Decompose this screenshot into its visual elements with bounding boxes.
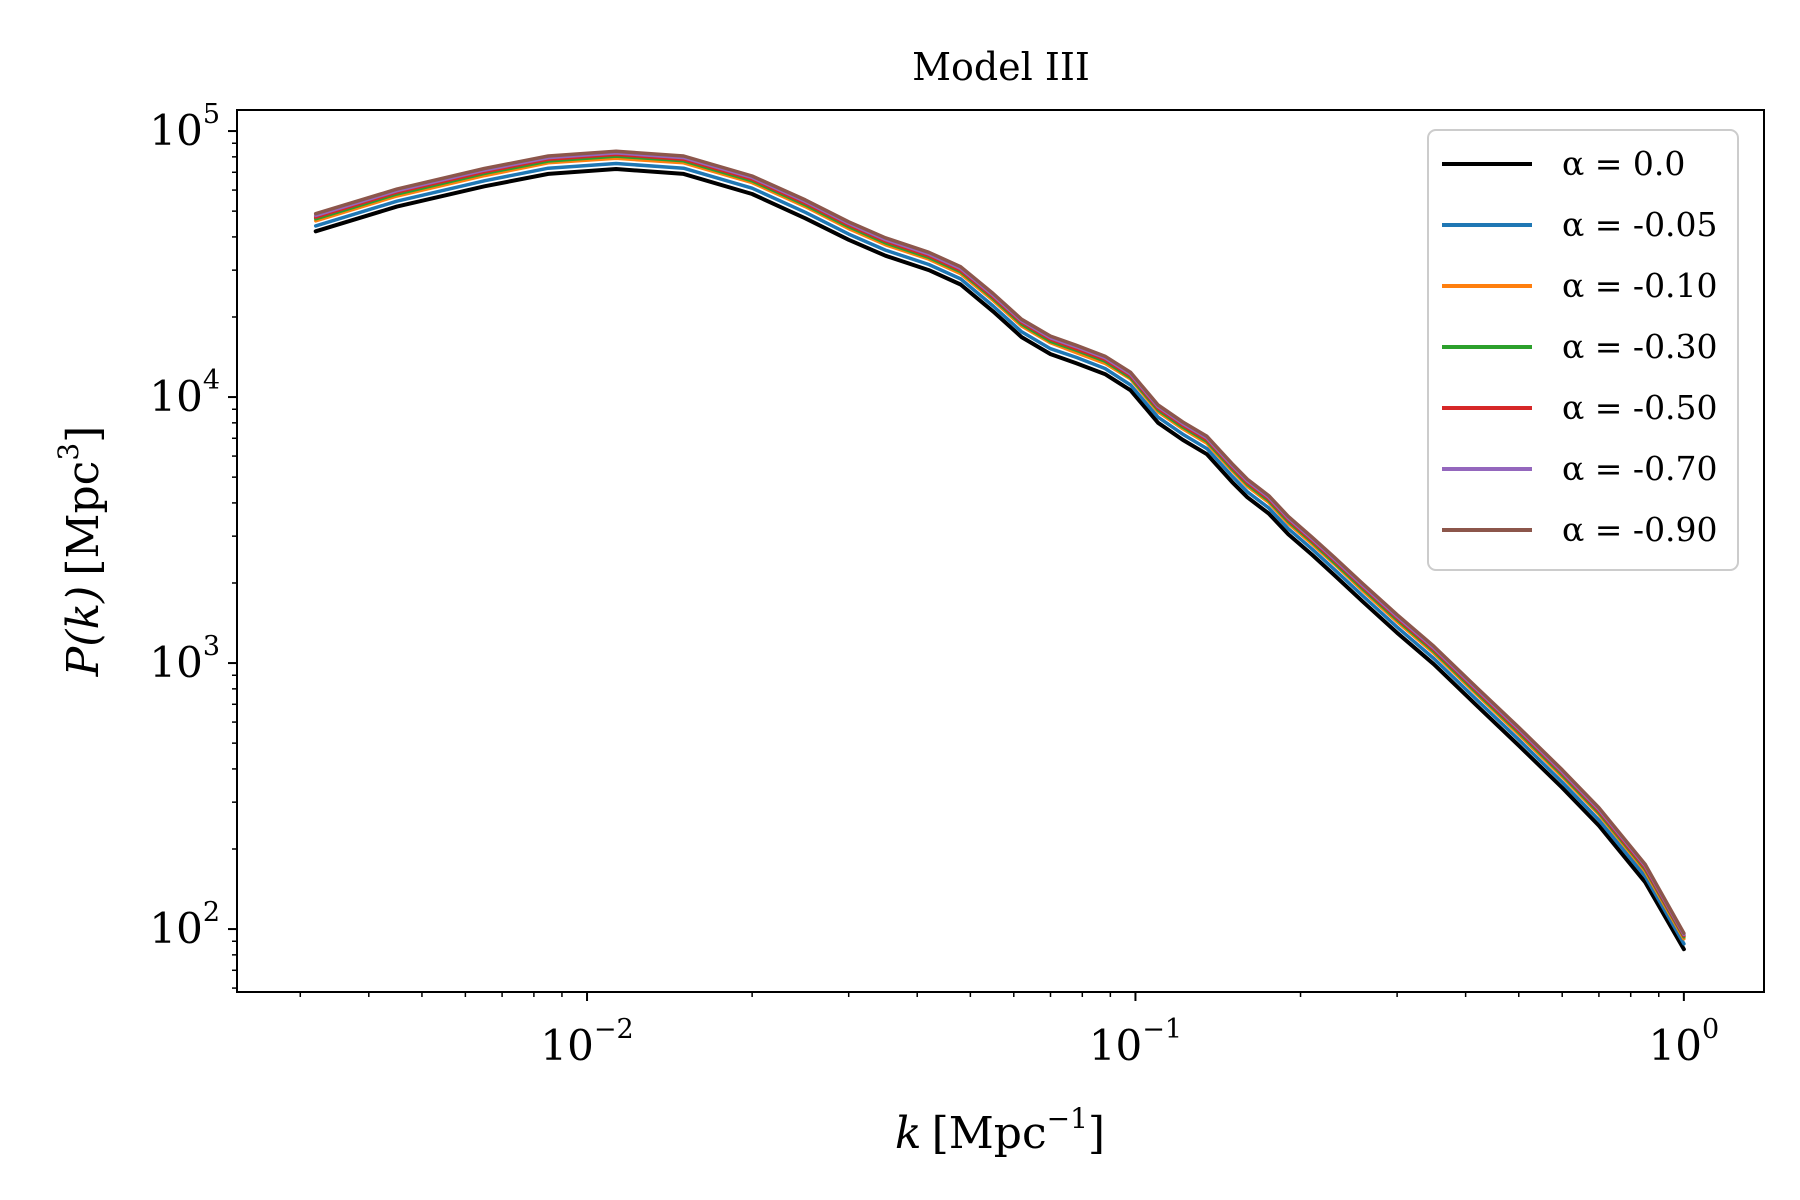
legend-label: α = -0.50 xyxy=(1562,388,1718,427)
y-tick-label: 103 xyxy=(149,631,220,687)
y-axis-unit: Mpc xyxy=(58,461,109,559)
y-axis-unit-exp: 3 xyxy=(52,443,85,461)
chart-title: Model III xyxy=(912,45,1090,89)
plot-frame xyxy=(236,109,1765,993)
series-lines xyxy=(313,149,1686,952)
y-tick-labels: 102 103 104 105 xyxy=(149,99,220,953)
series-line xyxy=(313,149,1686,935)
x-tick-label: 100 xyxy=(1649,1014,1720,1070)
legend-label: α = -0.90 xyxy=(1562,510,1718,549)
series-line xyxy=(313,167,1686,952)
x-tick-label: 10−2 xyxy=(540,1014,633,1070)
x-axis-unit-exp: −1 xyxy=(1047,1102,1088,1135)
legend-label: α = 0.0 xyxy=(1562,144,1685,183)
legend-label: α = -0.10 xyxy=(1562,266,1718,305)
x-tick-label: 10−1 xyxy=(1089,1014,1182,1070)
y-tick-label: 104 xyxy=(149,365,220,421)
x-tick-labels: 10−2 10−1 100 xyxy=(540,1014,1719,1070)
x-axis-label: k [Mpc−1] xyxy=(895,1102,1105,1159)
y-tick-label: 105 xyxy=(149,99,220,155)
series-line xyxy=(313,161,1686,946)
legend: α = 0.0 α = -0.05 α = -0.10 α = -0.30 α = -0… xyxy=(1427,129,1739,571)
x-axis-unit: Mpc xyxy=(949,1108,1047,1159)
y-axis-label: P(k)[Mpc3] xyxy=(52,426,109,678)
y-tick-label: 102 xyxy=(149,897,220,953)
major-ticks xyxy=(228,130,1685,1001)
legend-frame xyxy=(1427,129,1739,571)
y-axis-var: P(k) xyxy=(58,586,109,678)
legend-label: α = -0.30 xyxy=(1562,327,1718,366)
legend-label: α = -0.05 xyxy=(1562,205,1718,244)
legend-label: α = -0.70 xyxy=(1562,449,1718,488)
x-axis-var: k xyxy=(895,1108,922,1159)
